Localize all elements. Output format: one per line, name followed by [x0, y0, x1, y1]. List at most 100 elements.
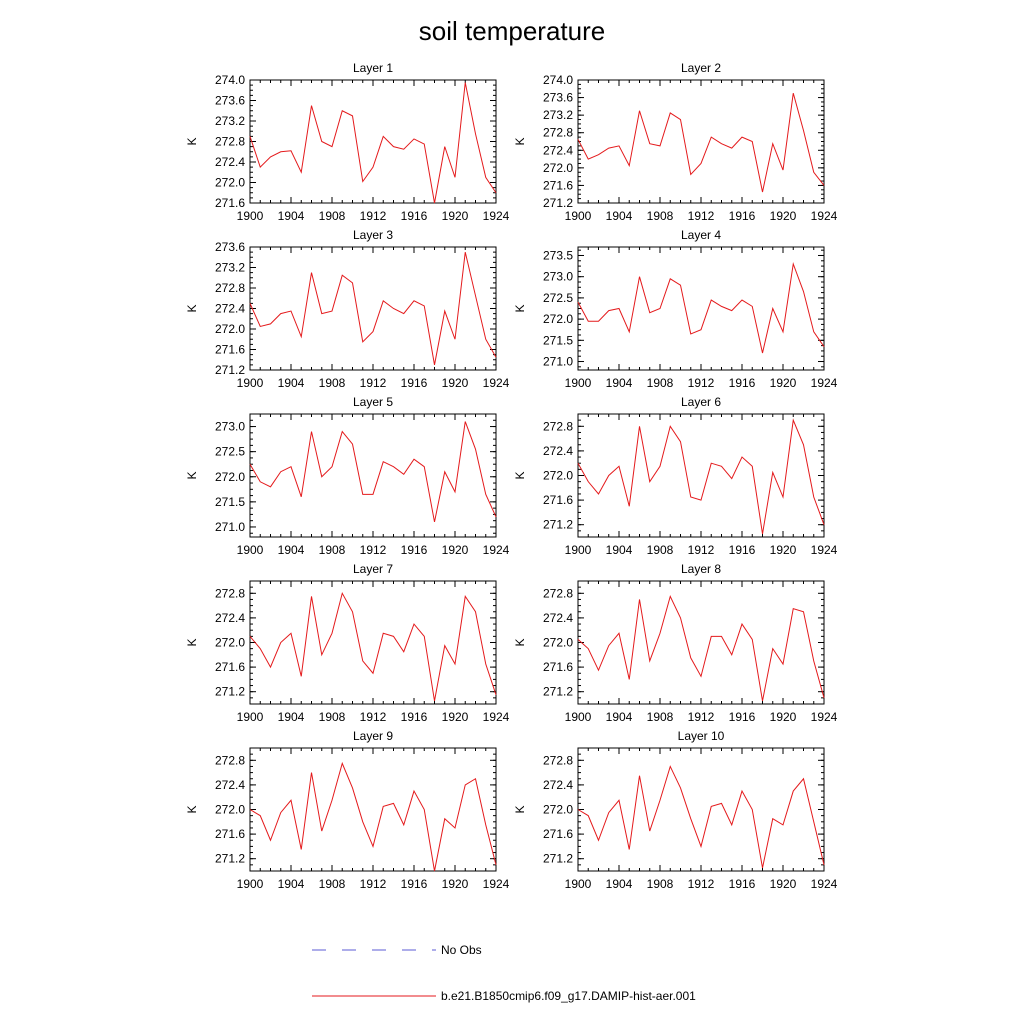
x-tick-label: 1924: [483, 710, 510, 724]
figure-title: soil temperature: [419, 16, 605, 46]
y-axis-label: K: [185, 638, 199, 646]
y-tick-label: 272.4: [543, 778, 573, 792]
x-tick-label: 1920: [770, 543, 797, 557]
x-tick-label: 1920: [770, 209, 797, 223]
panel-9: Layer 9 1900 1904 1908 1912 1916 1920 1924 271.2…: [185, 729, 510, 891]
x-tick-label: 1900: [237, 877, 264, 891]
y-tick-label: 271.6: [215, 827, 245, 841]
y-axis-label: K: [185, 137, 199, 145]
y-tick-label: 271.6: [543, 493, 573, 507]
y-tick-label: 271.6: [215, 196, 245, 210]
y-axis-label: K: [513, 805, 527, 813]
y-tick-label: 273.6: [215, 94, 245, 108]
y-tick-label: 272.0: [215, 470, 245, 484]
series-line: [249, 591, 497, 702]
x-tick-label: 1924: [811, 543, 838, 557]
panel-title: Layer 6: [681, 395, 721, 409]
y-tick-label: 271.6: [543, 660, 573, 674]
y-tick-label: 272.0: [215, 322, 245, 336]
y-tick-label: 271.6: [215, 343, 245, 357]
x-tick-label: 1916: [401, 209, 428, 223]
y-tick-label: 273.0: [215, 420, 245, 434]
x-tick-label: 1916: [729, 877, 756, 891]
panel-title: Layer 7: [353, 562, 393, 576]
y-tick-label: 272.4: [215, 778, 245, 792]
x-tick-label: 1904: [606, 710, 633, 724]
x-tick-label: 1916: [729, 209, 756, 223]
y-tick-label: 272.0: [543, 469, 573, 483]
x-tick-label: 1904: [278, 877, 305, 891]
legend: No Obs b.e21.B1850cmip6.f09_g17.DAMIP-hi…: [312, 943, 696, 1003]
x-tick-label: 1904: [606, 376, 633, 390]
x-tick-label: 1904: [278, 543, 305, 557]
y-axis-label: K: [185, 471, 199, 479]
y-tick-label: 272.5: [543, 291, 573, 305]
y-tick-label: 271.0: [215, 520, 245, 534]
x-tick-label: 1916: [401, 543, 428, 557]
y-tick-label: 272.8: [215, 753, 245, 767]
x-tick-label: 1900: [565, 376, 592, 390]
x-tick-label: 1900: [237, 376, 264, 390]
x-tick-label: 1908: [319, 710, 346, 724]
x-tick-label: 1920: [770, 877, 797, 891]
x-tick-label: 1912: [360, 209, 387, 223]
y-tick-label: 272.8: [215, 281, 245, 295]
y-tick-label: 271.5: [215, 495, 245, 509]
x-tick-label: 1900: [565, 543, 592, 557]
y-tick-label: 272.0: [215, 803, 245, 817]
y-tick-label: 273.2: [543, 108, 573, 122]
x-tick-label: 1924: [811, 209, 838, 223]
x-tick-label: 1916: [401, 877, 428, 891]
x-tick-label: 1912: [360, 877, 387, 891]
x-tick-label: 1912: [688, 710, 715, 724]
y-tick-label: 272.8: [215, 135, 245, 149]
series-line: [249, 82, 497, 204]
x-tick-label: 1912: [688, 877, 715, 891]
y-axis-label: K: [513, 304, 527, 312]
y-tick-label: 273.6: [543, 91, 573, 105]
panel-1: Layer 1 1900 1904 1908 1912 1916 1920 1924 271.6…: [185, 61, 510, 223]
y-tick-label: 272.8: [543, 419, 573, 433]
y-tick-label: 271.2: [543, 196, 573, 210]
y-tick-label: 271.6: [543, 178, 573, 192]
y-tick-label: 271.2: [543, 852, 573, 866]
x-tick-label: 1920: [442, 543, 469, 557]
x-tick-label: 1916: [729, 543, 756, 557]
y-tick-label: 272.0: [543, 636, 573, 650]
x-tick-label: 1908: [319, 543, 346, 557]
x-tick-label: 1904: [278, 376, 305, 390]
y-tick-label: 272.0: [215, 636, 245, 650]
y-tick-label: 272.4: [543, 143, 573, 157]
series-line: [249, 421, 497, 523]
y-tick-label: 274.0: [215, 73, 245, 87]
x-tick-label: 1900: [565, 877, 592, 891]
x-tick-label: 1908: [319, 877, 346, 891]
panel-5: Layer 5 1900 1904 1908 1912 1916 1920 1924 271.0…: [185, 395, 510, 557]
x-tick-label: 1900: [565, 209, 592, 223]
x-tick-label: 1920: [770, 376, 797, 390]
x-tick-label: 1904: [278, 209, 305, 223]
y-tick-label: 271.5: [543, 333, 573, 347]
x-tick-label: 1908: [647, 543, 674, 557]
x-tick-label: 1908: [647, 877, 674, 891]
x-tick-label: 1916: [729, 376, 756, 390]
panel-3: Layer 3 1900 1904 1908 1912 1916 1920 1924 271.2…: [185, 228, 510, 390]
x-tick-label: 1912: [688, 543, 715, 557]
x-tick-label: 1908: [319, 376, 346, 390]
y-tick-label: 271.2: [543, 518, 573, 532]
panel-title: Layer 2: [681, 61, 721, 75]
x-tick-label: 1920: [442, 877, 469, 891]
y-tick-label: 271.0: [543, 355, 573, 369]
y-tick-label: 272.4: [215, 302, 245, 316]
y-tick-label: 271.6: [215, 660, 245, 674]
y-tick-label: 273.5: [543, 248, 573, 262]
y-axis-label: K: [513, 471, 527, 479]
panel-6: Layer 6 1900 1904 1908 1912 1916 1920 1924 271.2…: [513, 395, 838, 557]
series-line: [577, 261, 825, 354]
y-tick-label: 273.6: [215, 240, 245, 254]
series-line: [249, 761, 497, 872]
y-tick-label: 271.2: [215, 685, 245, 699]
x-tick-label: 1916: [401, 710, 428, 724]
